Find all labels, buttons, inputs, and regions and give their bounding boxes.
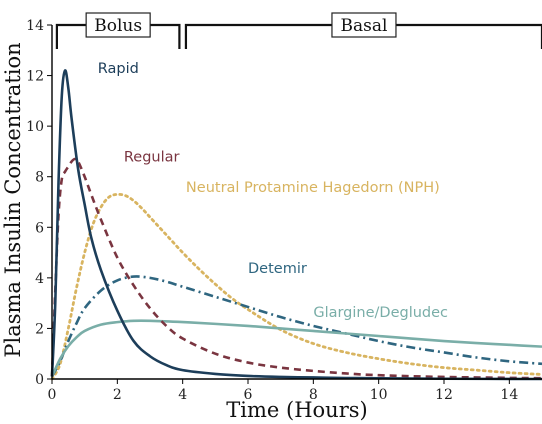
series-labels-layer: Rapid Regular Neutral Protamine Hagedorn (… <box>98 61 448 321</box>
y-tick-label: 4 <box>35 271 44 287</box>
x-tick-label: 8 <box>309 387 318 403</box>
brackets-layer: Bolus Basal <box>55 12 542 49</box>
series-line-regular <box>50 157 542 380</box>
bracket-label: Bolus <box>94 16 142 36</box>
series-line-rapid <box>50 69 542 381</box>
y-tick-label: 8 <box>35 170 44 186</box>
series-label: Rapid <box>98 61 139 77</box>
y-tick-label: 14 <box>26 18 44 34</box>
x-tick-label: 2 <box>113 387 122 403</box>
x-tick-label: 6 <box>244 387 253 403</box>
y-tick-label: 12 <box>26 69 44 85</box>
x-axis-title: Time (Hours) <box>226 398 367 422</box>
series-line-neutral-protamine-hagedorn-nph <box>50 192 542 381</box>
y-tick-label: 10 <box>26 119 44 135</box>
axes-layer: 0 2 4 6 8 10 12 14 0 2 4 6 8 10 12 14 <box>26 18 542 403</box>
x-tick-label: 4 <box>178 387 187 403</box>
x-tick-label: 10 <box>370 387 388 403</box>
bracket-bolus: Bolus <box>55 12 181 49</box>
x-tick-label: 14 <box>500 387 518 403</box>
x-tick-label: 12 <box>435 387 453 403</box>
bracket-basal: Basal <box>184 12 542 49</box>
y-axis-title: Plasma Insulin Concentration <box>1 42 25 357</box>
y-tick-label: 0 <box>35 372 44 388</box>
y-tick-label: 2 <box>35 321 44 337</box>
series-layer <box>50 69 542 381</box>
series-label: Detemir <box>248 261 307 277</box>
series-label: Glargine/Degludec <box>313 305 448 321</box>
x-tick-label: 0 <box>48 387 57 403</box>
bracket-label: Basal <box>340 16 387 36</box>
series-line-glargine-degludec <box>50 319 542 378</box>
series-label: Regular <box>124 150 180 166</box>
series-label: Neutral Protamine Hagedorn (NPH) <box>186 180 440 196</box>
y-tick-label: 6 <box>35 220 44 236</box>
series-line-detemir <box>50 275 542 378</box>
